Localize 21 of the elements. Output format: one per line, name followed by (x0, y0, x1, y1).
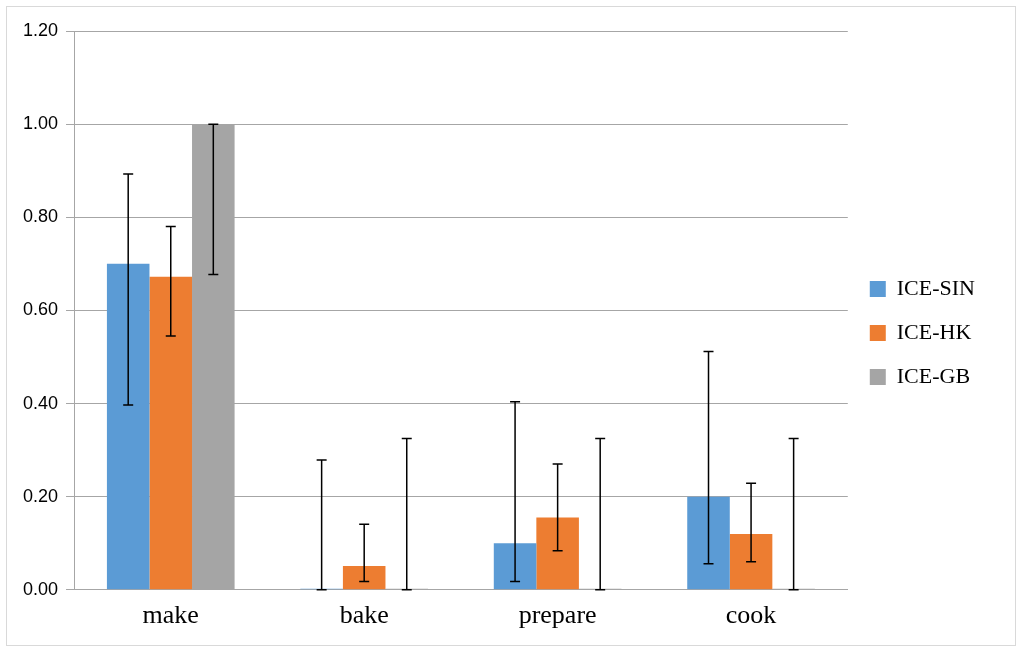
bar (106, 263, 150, 590)
bar (493, 543, 537, 590)
legend-label: ICE-HK (896, 318, 972, 344)
bar (729, 533, 773, 590)
y-tick-label: 1.00 (22, 113, 59, 134)
y-tick-label: 0.00 (22, 578, 59, 599)
bar (687, 496, 730, 590)
y-tick-label: 0.20 (22, 485, 59, 506)
y-tick-label: 0.80 (22, 206, 59, 227)
y-tick-label: 0.40 (22, 392, 59, 413)
x-tick-label: cook (725, 600, 777, 630)
bar (149, 276, 193, 590)
y-tick-label: 0.60 (22, 299, 59, 320)
y-tick-label: 1.20 (22, 19, 59, 40)
x-tick-label: make (142, 600, 199, 630)
bar (536, 517, 579, 590)
legend-label: ICE-GB (896, 362, 971, 388)
x-tick-label: bake (339, 600, 389, 630)
bar (342, 566, 386, 590)
x-tick-label: prepare (518, 600, 597, 630)
legend-label: ICE-SIN (896, 274, 976, 300)
